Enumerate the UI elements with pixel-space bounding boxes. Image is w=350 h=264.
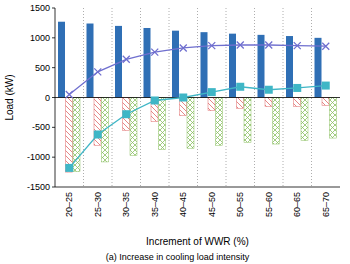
marker [151, 49, 158, 56]
marker [294, 42, 301, 49]
x-tick-label: 25–30 [93, 192, 103, 217]
bar [123, 98, 130, 131]
bar [237, 98, 244, 109]
bar [201, 32, 208, 97]
bar [273, 98, 280, 145]
bar [265, 98, 272, 107]
marker [322, 82, 330, 90]
y-tick [52, 187, 55, 188]
bar [315, 38, 322, 98]
caption: (a) Increase in cooling load intensity [106, 252, 250, 262]
y-axis-title: Load (kW) [4, 74, 15, 120]
bar [187, 98, 194, 149]
bar [87, 24, 94, 98]
bar [130, 98, 137, 156]
y-tick [52, 157, 55, 158]
marker [94, 130, 102, 138]
x-tick-label: 40–45 [178, 192, 188, 217]
marker [265, 41, 272, 48]
marker [208, 88, 216, 96]
bar [94, 98, 101, 146]
y-tick [52, 67, 55, 68]
bar [66, 98, 73, 173]
y-tick [52, 127, 55, 128]
y-tick-label: -1000 [27, 152, 50, 162]
x-tick-label: 50–55 [235, 192, 245, 217]
bar [301, 98, 308, 141]
x-tick-label: 30–35 [121, 192, 131, 217]
x-tick-label: 45–50 [207, 192, 217, 217]
bar [294, 98, 301, 107]
bar [144, 28, 151, 98]
bar [58, 22, 65, 98]
marker [237, 41, 244, 48]
x-tick-label: 55–60 [264, 192, 274, 217]
x-tick-label: 20–25 [64, 192, 74, 217]
x-axis [55, 187, 340, 188]
marker [208, 42, 215, 49]
y-tick-label: 1000 [30, 33, 50, 43]
marker [236, 83, 244, 91]
x-axis-title: Increment of WWR (%) [146, 236, 249, 247]
y-tick-label: 0 [45, 93, 50, 103]
marker [94, 68, 101, 75]
bar [330, 98, 337, 139]
y-tick-label: 1500 [30, 3, 50, 13]
marker [180, 44, 187, 51]
y-tick-label: -500 [32, 122, 50, 132]
y-tick-label: 500 [35, 63, 50, 73]
bar [322, 98, 329, 106]
bar [244, 98, 251, 143]
marker [123, 56, 130, 63]
y-tick [52, 97, 55, 98]
bar [208, 98, 215, 111]
marker [179, 94, 187, 102]
marker [322, 43, 329, 50]
bar [216, 98, 223, 146]
x-tick-label: 60–65 [292, 192, 302, 217]
line [69, 45, 326, 95]
line [69, 86, 326, 168]
marker [66, 91, 73, 98]
y-tick [52, 37, 55, 38]
bar [159, 98, 166, 150]
marker [151, 96, 159, 104]
marker [265, 86, 273, 94]
y-axis [55, 8, 56, 187]
x-tick-label: 35–40 [150, 192, 160, 217]
y-tick [52, 8, 55, 9]
marker [293, 84, 301, 92]
marker [65, 164, 73, 172]
plot-area [55, 22, 340, 172]
y-tick-label: -1500 [27, 182, 50, 192]
x-tick-label: 65–70 [321, 192, 331, 217]
bar [172, 31, 179, 98]
zero-line [55, 97, 340, 98]
marker [122, 110, 130, 118]
